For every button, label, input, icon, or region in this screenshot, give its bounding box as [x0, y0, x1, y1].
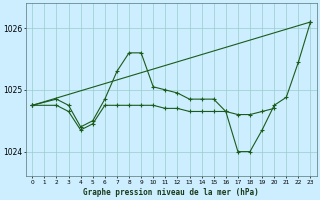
X-axis label: Graphe pression niveau de la mer (hPa): Graphe pression niveau de la mer (hPa) — [84, 188, 259, 197]
